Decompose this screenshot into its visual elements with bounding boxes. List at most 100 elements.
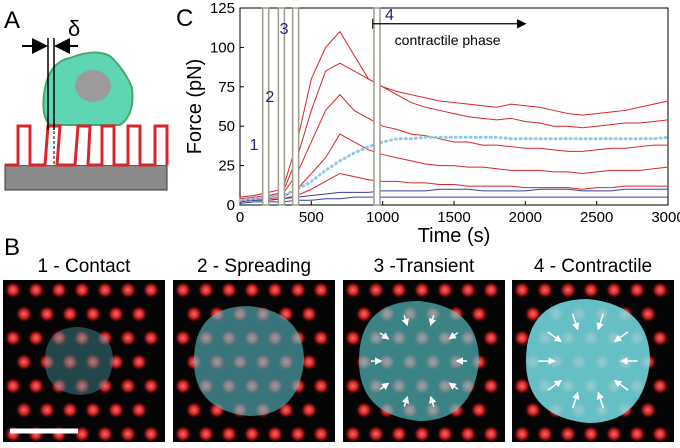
- pillar: [344, 377, 362, 395]
- phase-label: 4: [385, 7, 394, 24]
- phase-marker: [263, 8, 269, 205]
- pillar: [289, 281, 307, 299]
- pillar: [628, 425, 646, 443]
- pillar: [536, 425, 554, 443]
- image-title: 3 -Transient: [374, 256, 475, 277]
- pillar: [27, 377, 45, 395]
- pillar: [220, 425, 238, 443]
- y-tick-label: 75: [218, 79, 235, 96]
- pillar: [174, 377, 192, 395]
- pillar: [84, 305, 102, 323]
- pillar: [142, 329, 160, 347]
- pillar: [243, 281, 261, 299]
- pillar: [4, 329, 22, 347]
- pillar: [266, 425, 284, 443]
- pillar: [524, 401, 542, 419]
- pillar: [639, 401, 657, 419]
- cell: [45, 327, 113, 395]
- pillar: [142, 425, 160, 443]
- x-tick-label: 500: [299, 209, 324, 226]
- pillar: [197, 425, 215, 443]
- pillar: [312, 281, 330, 299]
- y-tick-label: 0: [227, 197, 235, 214]
- pillar: [651, 329, 669, 347]
- pillar: [536, 281, 554, 299]
- pillar: [142, 281, 160, 299]
- pillar: [27, 281, 45, 299]
- pillar: [185, 401, 203, 419]
- phase-label: 2: [265, 89, 274, 106]
- pillar: [27, 425, 45, 443]
- pillar: [470, 401, 488, 419]
- pillar: [436, 281, 454, 299]
- pillar: [312, 377, 330, 395]
- pillar: [197, 281, 215, 299]
- y-axis-label: Force (pN): [184, 59, 206, 155]
- pillar: [4, 281, 22, 299]
- pillar: [459, 425, 477, 443]
- pillar: [482, 281, 500, 299]
- y-tick-label: 100: [210, 39, 235, 56]
- pillar: [344, 425, 362, 443]
- pillar: [651, 377, 669, 395]
- pillar: [482, 377, 500, 395]
- pillar: [390, 425, 408, 443]
- y-tick-label: 25: [218, 158, 235, 175]
- pillar: [289, 425, 307, 443]
- pillar: [344, 329, 362, 347]
- x-axis-label: Time (s): [418, 225, 491, 247]
- pillar: [266, 281, 284, 299]
- pillar: [436, 425, 454, 443]
- pillar: [312, 329, 330, 347]
- pillar: [367, 425, 385, 443]
- schematic: [5, 38, 167, 190]
- pillar: [582, 281, 600, 299]
- pillar: [15, 401, 33, 419]
- pillar: [355, 401, 373, 419]
- phase-marker: [293, 8, 299, 205]
- pillar: [96, 281, 114, 299]
- pillar: [605, 425, 623, 443]
- pillar: [220, 281, 238, 299]
- pillar: [119, 329, 137, 347]
- pillar: [38, 305, 56, 323]
- pillar: [559, 281, 577, 299]
- pillar: [639, 305, 657, 323]
- pillar: [142, 377, 160, 395]
- pillar: [470, 305, 488, 323]
- image-title: 1 - Contact: [38, 256, 132, 277]
- pillar: [15, 353, 33, 371]
- pillar: [84, 401, 102, 419]
- panel-label: A: [4, 7, 20, 34]
- pillar: [185, 305, 203, 323]
- pillar: [130, 401, 148, 419]
- pillar: [582, 425, 600, 443]
- pillar: [651, 425, 669, 443]
- pillar: [4, 377, 22, 395]
- pillar: [367, 281, 385, 299]
- y-tick-label: 125: [210, 0, 235, 17]
- pillar: [50, 425, 68, 443]
- image-title: 4 - Contractile: [534, 256, 652, 277]
- pillar: [344, 281, 362, 299]
- pillar: [73, 425, 91, 443]
- x-tick-label: 2500: [580, 209, 613, 226]
- pillar: [559, 425, 577, 443]
- pillar: [651, 281, 669, 299]
- pillar: [482, 329, 500, 347]
- pillar: [243, 425, 261, 443]
- pillar: [61, 305, 79, 323]
- pillar: [413, 425, 431, 443]
- pillar: [605, 281, 623, 299]
- pillar: [50, 281, 68, 299]
- pillar: [130, 305, 148, 323]
- pillar: [459, 281, 477, 299]
- phase-marker: [374, 8, 380, 205]
- pillar: [628, 281, 646, 299]
- pillar: [174, 329, 192, 347]
- pillar: [107, 401, 125, 419]
- pillar: [300, 401, 318, 419]
- panel-label: B: [4, 234, 20, 261]
